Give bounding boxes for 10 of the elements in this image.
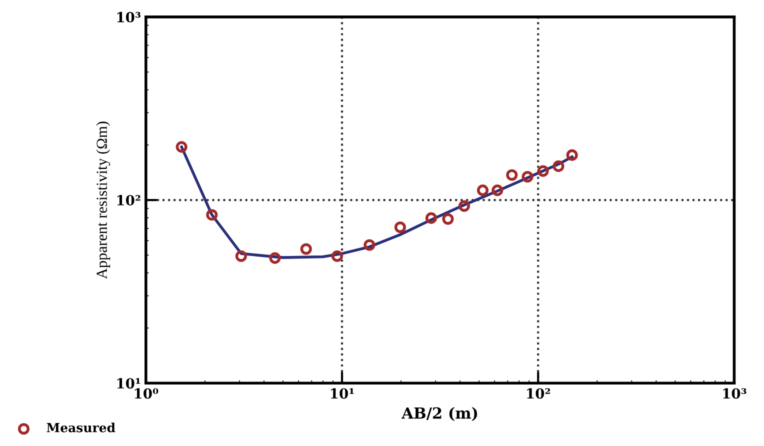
x-axis-title: AB/2 (m) bbox=[401, 406, 478, 421]
x-tick-label: 10³ bbox=[723, 388, 746, 399]
legend-label: Measured bbox=[46, 422, 116, 432]
x-tick-label: 10² bbox=[527, 388, 550, 399]
y-tick-label: 10² bbox=[117, 195, 140, 206]
y-axis-title: Apparent resistivity (Ωm) bbox=[96, 122, 110, 279]
x-tick-label: 10¹ bbox=[331, 388, 354, 399]
y-tick-label: 10³ bbox=[117, 12, 141, 22]
x-tick-label: 10⁰ bbox=[134, 388, 158, 399]
y-tick-label: 10¹ bbox=[117, 378, 140, 389]
